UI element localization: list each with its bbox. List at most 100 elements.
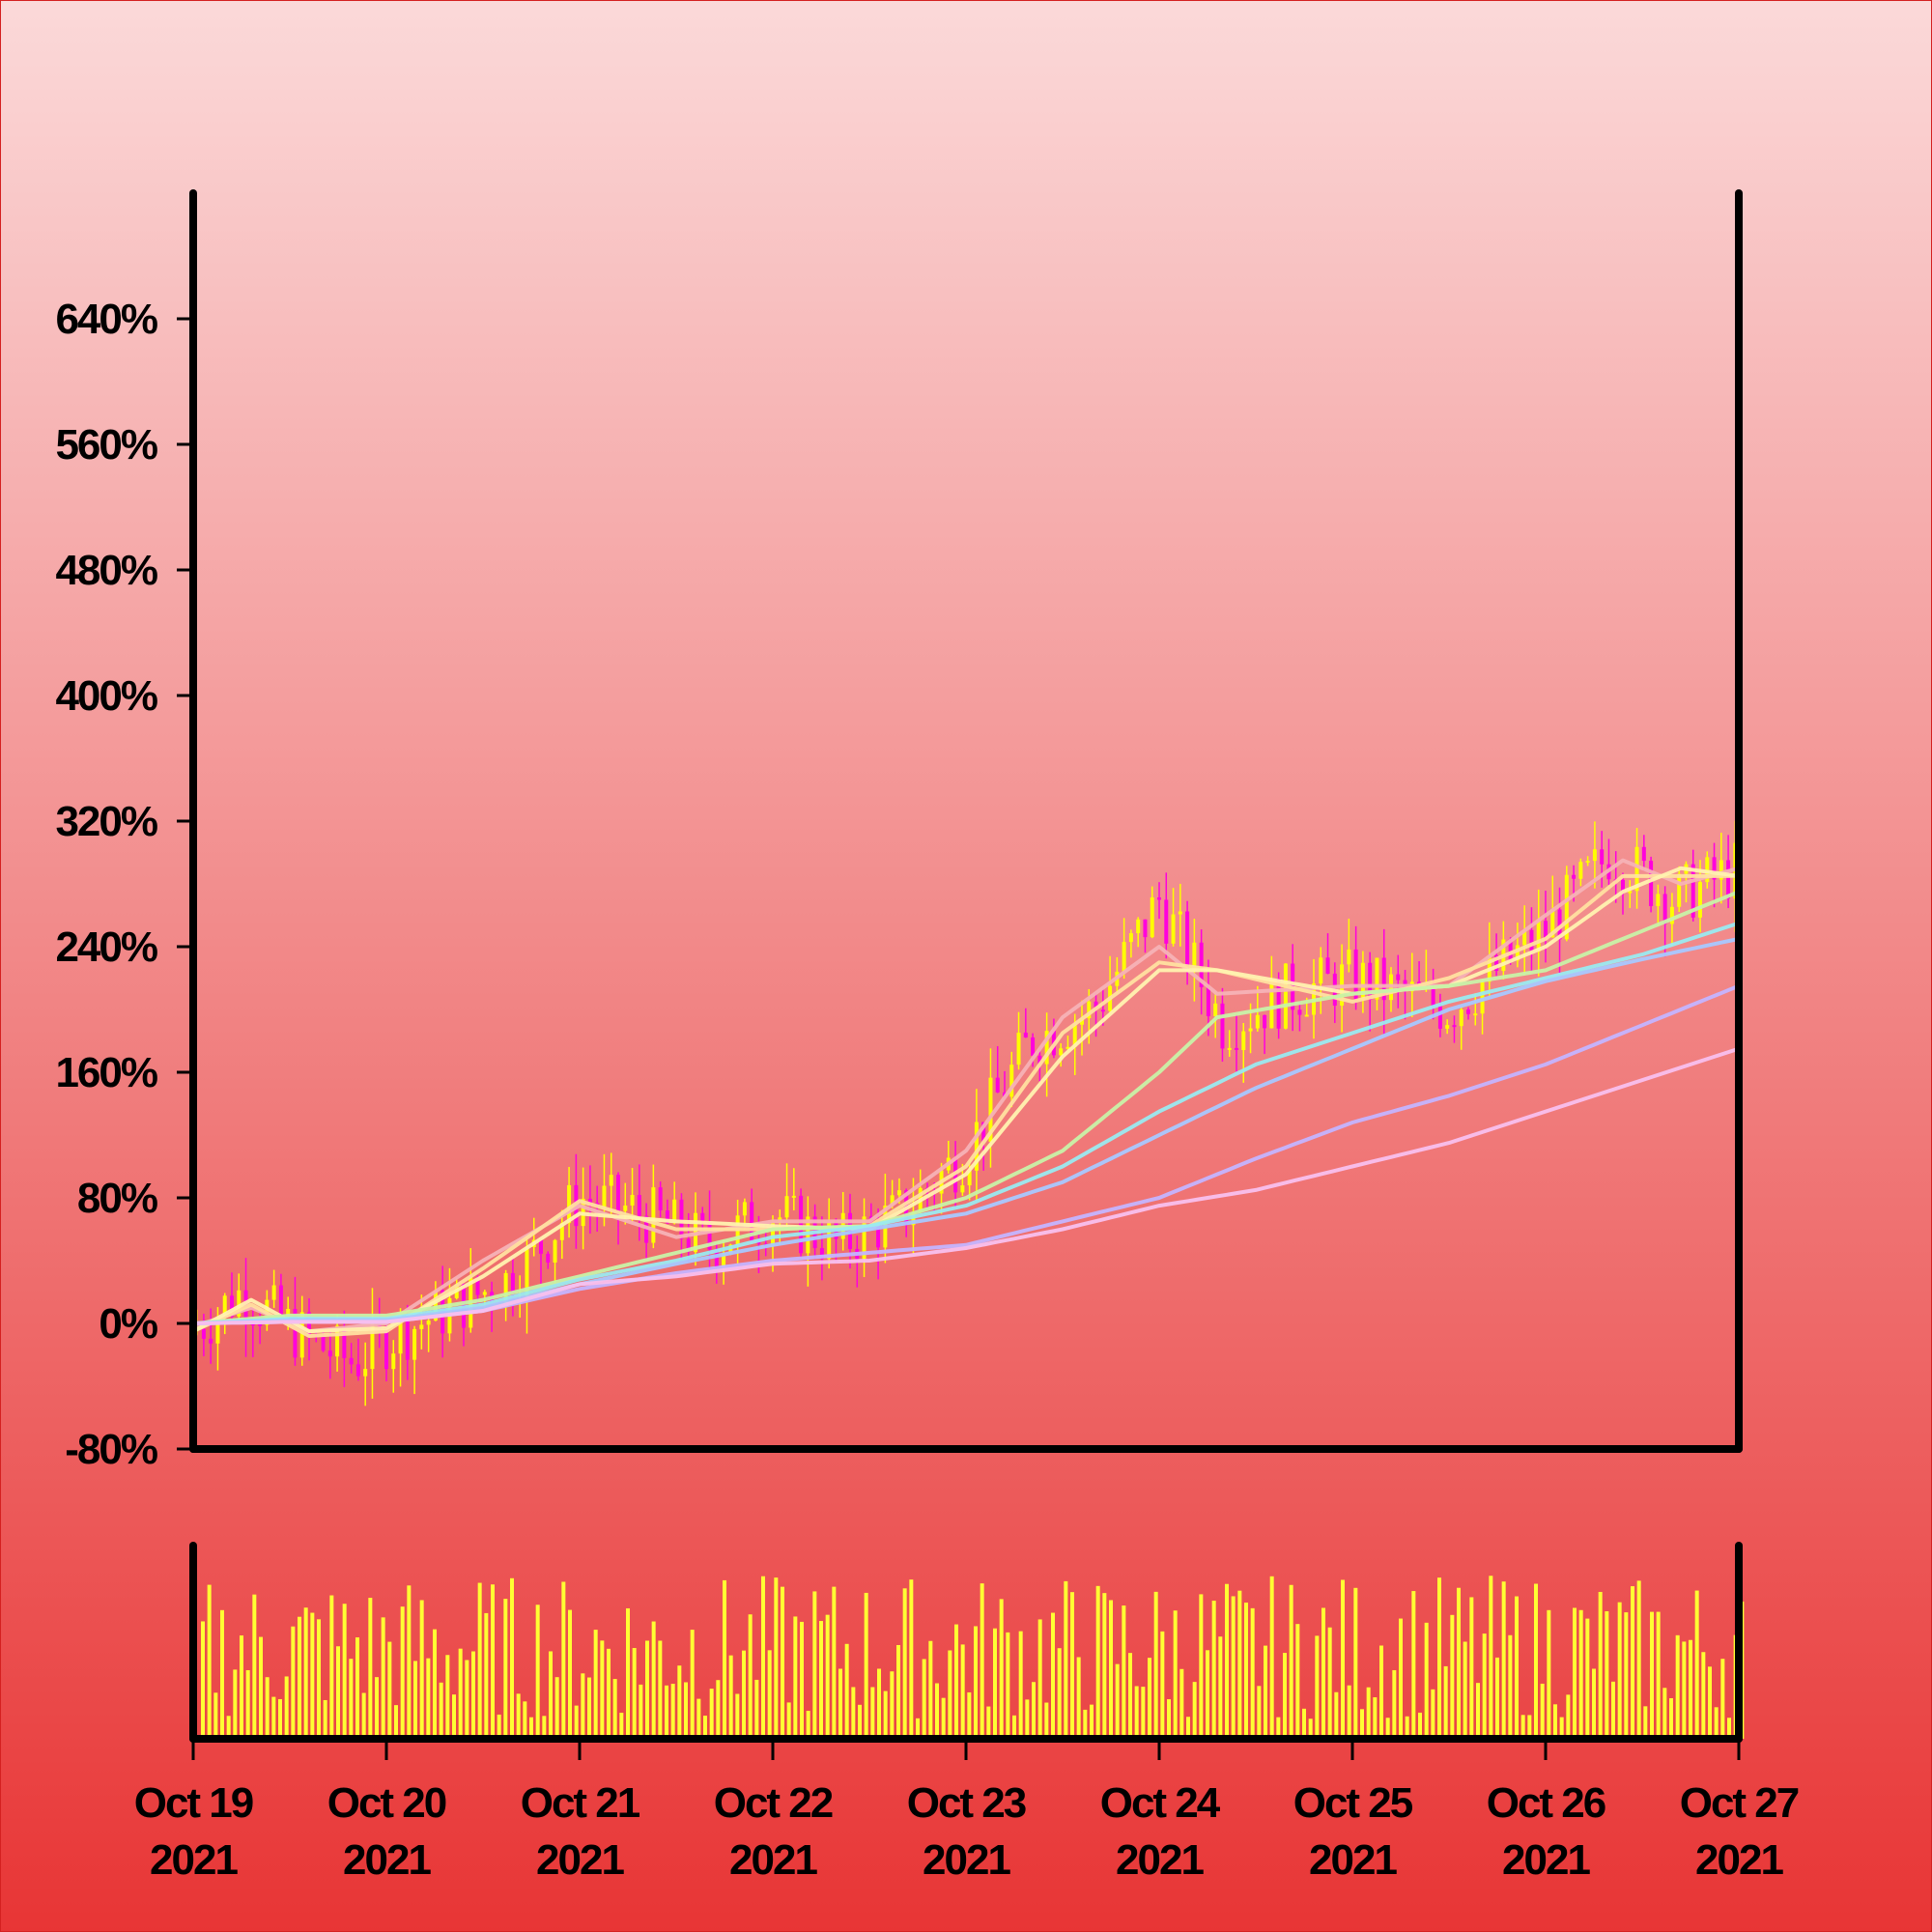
volume-bar xyxy=(1102,1593,1107,1739)
candle-body xyxy=(293,1308,298,1358)
volume-bar xyxy=(1347,1685,1351,1739)
volume-bar xyxy=(1598,1591,1603,1739)
volume-bar xyxy=(1411,1591,1416,1739)
volume-bar xyxy=(670,1684,675,1739)
candle-body xyxy=(370,1320,375,1370)
candle-body xyxy=(327,1350,332,1357)
candle-body xyxy=(890,1195,895,1207)
candle-body xyxy=(475,1277,480,1295)
candle-body xyxy=(791,1195,796,1198)
volume-bar xyxy=(600,1640,605,1739)
volume-bar xyxy=(890,1671,895,1739)
volume-bar xyxy=(916,1718,920,1739)
volume-bar xyxy=(1437,1577,1441,1739)
candle-body xyxy=(1065,1046,1070,1049)
volume-bar xyxy=(639,1684,643,1739)
candle-body xyxy=(1100,1009,1105,1012)
volume-bar xyxy=(1520,1715,1525,1739)
volume-bar xyxy=(523,1701,527,1739)
volume-bar xyxy=(607,1648,611,1739)
volume-bar xyxy=(381,1617,385,1739)
volume-bar xyxy=(1051,1612,1055,1739)
volume-bar xyxy=(632,1648,637,1739)
candle-body xyxy=(819,1248,824,1260)
x-tick-label-year: 2021 xyxy=(1309,1836,1397,1884)
volume-bar xyxy=(317,1619,321,1739)
volume-bar xyxy=(1379,1645,1383,1739)
volume-bar xyxy=(709,1689,714,1739)
volume-bar xyxy=(1327,1627,1332,1739)
candle-body xyxy=(750,1202,754,1241)
y-tick-label: 240% xyxy=(55,923,156,971)
candle-body xyxy=(1248,1028,1253,1032)
candle-body xyxy=(321,1334,326,1351)
volume-bar xyxy=(291,1626,296,1739)
candle-body xyxy=(1031,1037,1036,1056)
candle-body xyxy=(1656,894,1661,906)
x-tick-label-month: Oct 26 xyxy=(1487,1779,1605,1827)
volume-series xyxy=(201,1576,1745,1739)
x-tick-label-month: Oct 22 xyxy=(714,1779,833,1827)
volume-bar xyxy=(245,1669,250,1739)
volume-bar xyxy=(1689,1639,1692,1739)
volume-bar xyxy=(696,1698,701,1739)
candle-body xyxy=(286,1308,291,1319)
volume-bar xyxy=(806,1711,810,1739)
candle-body xyxy=(1319,957,1323,984)
volume-bar xyxy=(1669,1697,1673,1739)
candle-body xyxy=(1136,919,1141,934)
y-tick-label: 320% xyxy=(55,798,156,845)
candle-body xyxy=(271,1285,276,1300)
volume-bar xyxy=(1141,1687,1146,1739)
candle-body xyxy=(335,1325,340,1357)
volume-bar xyxy=(935,1683,939,1739)
volume-bar xyxy=(413,1661,417,1739)
volume-bar xyxy=(735,1693,740,1739)
candle-body xyxy=(1445,1025,1450,1029)
candle-body xyxy=(784,1196,789,1218)
x-tick-label-month: Oct 27 xyxy=(1680,1779,1799,1827)
volume-bar xyxy=(426,1658,431,1739)
volume-bar xyxy=(1115,1663,1120,1739)
volume-bar xyxy=(1173,1610,1178,1739)
volume-bar xyxy=(1631,1586,1634,1739)
volume-bar xyxy=(419,1600,424,1739)
candle-body xyxy=(1712,857,1717,880)
volume-bar xyxy=(1090,1704,1094,1739)
candle-body xyxy=(1353,949,1358,1000)
volume-bar xyxy=(516,1693,521,1739)
candle-body xyxy=(960,1185,965,1193)
candle-body xyxy=(974,1122,979,1171)
volume-bar xyxy=(1405,1716,1409,1739)
candle-body xyxy=(1122,942,1126,972)
candle-body xyxy=(1263,1014,1267,1029)
volume-bar xyxy=(1515,1596,1519,1739)
candle-body xyxy=(1094,1001,1098,1010)
candle-body xyxy=(665,1210,669,1224)
volume-bar xyxy=(1424,1622,1429,1739)
x-tick-label-year: 2021 xyxy=(1116,1836,1204,1884)
volume-bar xyxy=(387,1641,392,1739)
volume-bar xyxy=(645,1640,649,1739)
candle-body xyxy=(1241,1031,1246,1051)
volume-bar xyxy=(1308,1719,1313,1739)
volume-bar xyxy=(201,1621,205,1739)
volume-bar xyxy=(864,1592,868,1739)
candle-body xyxy=(1649,861,1654,906)
candle-body xyxy=(1080,1018,1084,1025)
candle-body xyxy=(1557,909,1562,940)
volume-bar xyxy=(240,1635,243,1739)
volume-bar xyxy=(870,1687,875,1739)
candle-body xyxy=(623,1205,628,1211)
volume-bar xyxy=(877,1668,881,1739)
volume-bar xyxy=(1153,1591,1158,1739)
y-tick-label: 480% xyxy=(55,547,156,594)
volume-bar xyxy=(1534,1583,1538,1739)
candle-body xyxy=(553,1239,557,1263)
volume-bar xyxy=(1315,1635,1320,1739)
candle-body xyxy=(1698,882,1702,918)
volume-bar xyxy=(928,1640,933,1739)
volume-bar xyxy=(1122,1605,1126,1739)
volume-bar xyxy=(703,1716,707,1739)
candle-body xyxy=(1515,945,1520,961)
